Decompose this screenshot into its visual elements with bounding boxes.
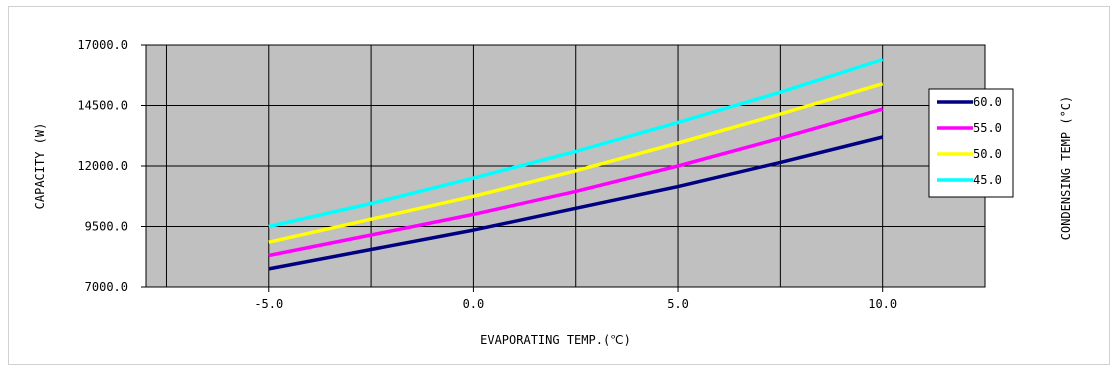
series-line-50.0: [268, 82, 884, 244]
y-tick-label: 17000.0: [77, 38, 128, 52]
legend-title: CONDENSING TEMP (°C): [1059, 96, 1073, 241]
x-tick-label: 5.0: [667, 297, 689, 311]
x-tick-label: -5.0: [254, 297, 283, 311]
series-line-55.0: [268, 107, 884, 258]
y-tick-labels: 7000.0 9500.0 12000.0 14500.0 17000.0: [77, 38, 146, 294]
legend-label: 55.0: [973, 121, 1002, 135]
legend: 60.0 55.0 50.0 45.0: [928, 88, 1014, 198]
y-tick-label: 12000.0: [77, 159, 128, 173]
gridlines: [146, 44, 986, 288]
y-axis-title: CAPACITY (W): [33, 123, 47, 210]
y-tick-label: 14500.0: [77, 99, 128, 113]
legend-label: 50.0: [973, 147, 1002, 161]
legend-label: 45.0: [973, 173, 1002, 187]
x-tick-label: 10.0: [868, 297, 897, 311]
x-tick-label: 0.0: [463, 297, 485, 311]
y-tick-label: 7000.0: [85, 280, 128, 294]
y-tick-label: 9500.0: [85, 220, 128, 234]
series-line-45.0: [268, 57, 884, 229]
series-layer: [268, 57, 884, 271]
x-axis-title: EVAPORATING TEMP.(℃): [480, 333, 631, 347]
x-tick-labels: -5.0 0.0 5.0 10.0: [254, 287, 897, 311]
legend-label: 60.0: [973, 95, 1002, 109]
series-line-60.0: [268, 135, 884, 271]
